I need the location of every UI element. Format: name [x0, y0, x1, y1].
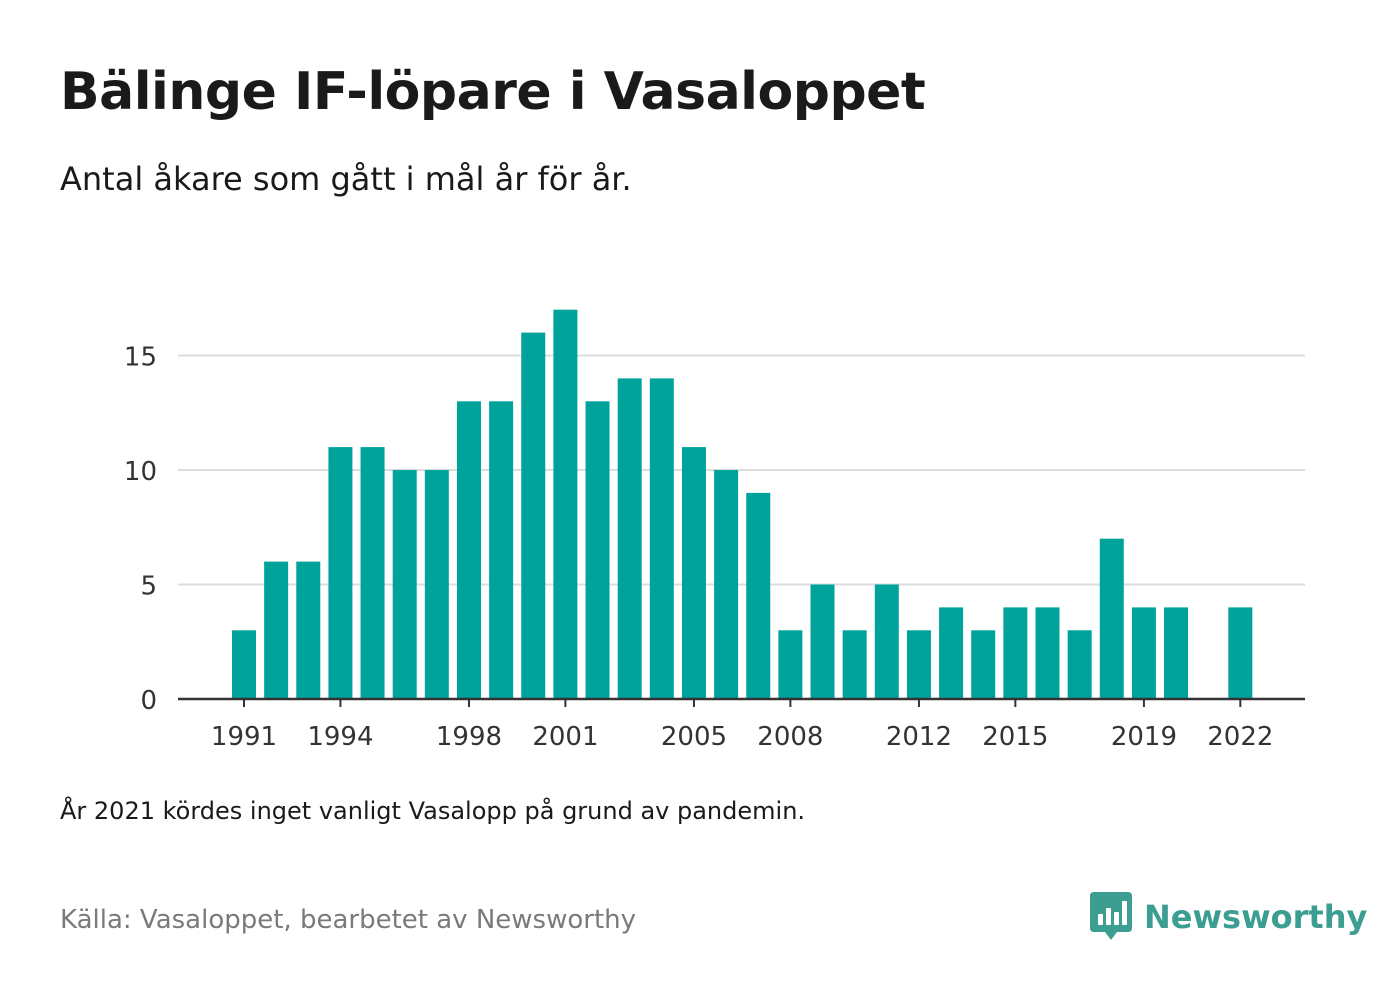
- bar-1991: [232, 630, 256, 699]
- bar-2004: [649, 378, 674, 699]
- y-tick-label: 10: [124, 457, 157, 487]
- y-tick-label: 15: [124, 343, 157, 373]
- bar-2008: [778, 630, 803, 699]
- bar-2003: [617, 378, 642, 699]
- chart-title: Bälinge IF-löpare i Vasaloppet: [60, 62, 926, 122]
- bar-1994: [328, 447, 353, 699]
- bar-2017: [1067, 630, 1092, 699]
- source-text: Källa: Vasaloppet, bearbetet av Newswort…: [60, 905, 636, 935]
- bar-2010: [842, 630, 867, 699]
- bar-1999: [489, 401, 514, 699]
- bar-2015: [1003, 607, 1028, 699]
- bar-2013: [939, 607, 964, 699]
- x-tick-label: 2022: [1207, 722, 1273, 752]
- x-tick-label: 1998: [436, 722, 502, 752]
- bar-2014: [971, 630, 996, 699]
- bar-chart: 0 5 10 15 1991 1994 1998 2001 2005 2008 2012 2015 2…: [124, 309, 1305, 752]
- y-tick-labels: 0 5 10 15: [124, 343, 157, 717]
- bar-2012: [906, 630, 931, 699]
- bar-1992: [264, 561, 289, 699]
- bar-1997: [424, 470, 449, 699]
- bar-2006: [714, 470, 739, 699]
- bar-2020: [1164, 607, 1189, 699]
- x-tick-label: 2012: [886, 722, 952, 752]
- bar-2016: [1035, 607, 1060, 699]
- bar-2009: [810, 584, 835, 699]
- bar-2005: [681, 447, 706, 699]
- x-tick-label: 1994: [307, 722, 373, 752]
- bar-2018: [1099, 538, 1124, 699]
- newsworthy-logo-icon: [1090, 892, 1132, 940]
- bar-2011: [874, 584, 899, 699]
- x-tick-label: 2008: [757, 722, 823, 752]
- x-tick-label: 2001: [532, 722, 598, 752]
- x-tick-label: 2019: [1111, 722, 1177, 752]
- bar-2000: [521, 332, 546, 699]
- bar-2007: [746, 492, 771, 699]
- newsworthy-logo[interactable]: Newsworthy: [1090, 892, 1367, 942]
- x-tick-label: 2015: [982, 722, 1048, 752]
- footnote: År 2021 kördes inget vanligt Vasalopp på…: [60, 797, 806, 825]
- chart-subtitle: Antal åkare som gått i mål år för år.: [60, 160, 632, 198]
- x-tick-label: 2005: [661, 722, 727, 752]
- brand-name: Newsworthy: [1144, 898, 1368, 936]
- bar-2001: [553, 309, 578, 699]
- y-tick-label: 5: [140, 572, 157, 602]
- bar-1996: [392, 470, 417, 699]
- x-tick-labels: 1991 1994 1998 2001 2005 2008 2012 2015 2019 2022: [211, 699, 1273, 752]
- bar-2002: [585, 401, 610, 699]
- bar-1998: [456, 401, 481, 699]
- bar-2019: [1131, 607, 1156, 699]
- y-tick-label: 0: [140, 686, 157, 716]
- bar-1993: [296, 561, 321, 699]
- bar-1995: [360, 447, 385, 699]
- bars: [232, 309, 1253, 699]
- x-tick-label: 1991: [211, 722, 277, 752]
- bar-2022: [1228, 607, 1253, 699]
